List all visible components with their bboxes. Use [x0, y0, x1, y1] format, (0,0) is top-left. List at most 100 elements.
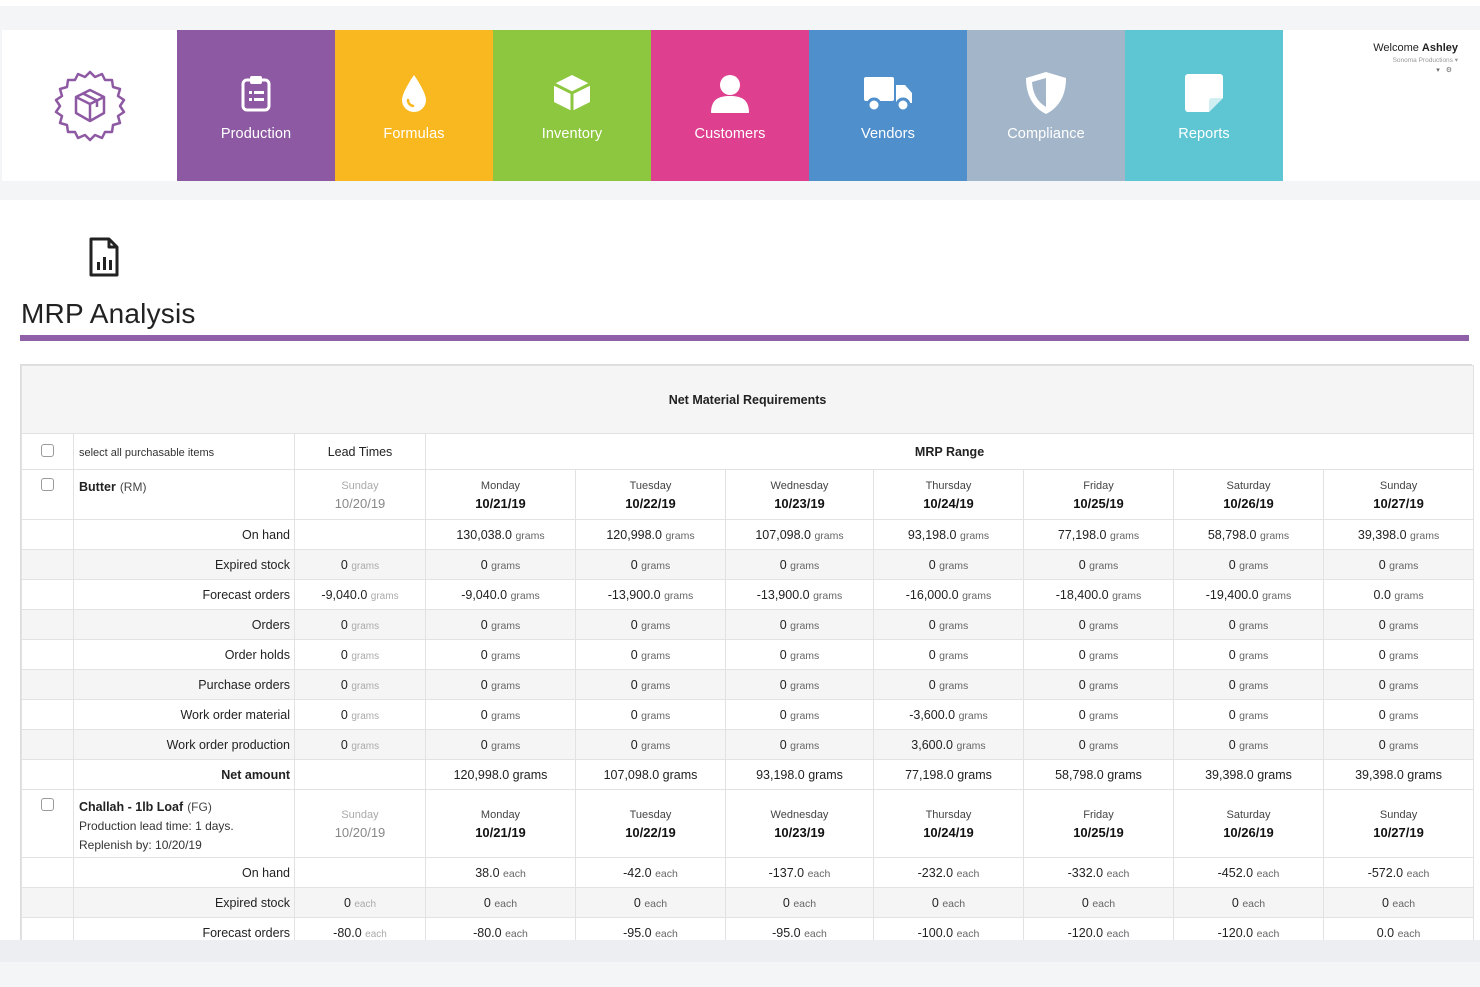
nav-tile-customers[interactable]: Customers [651, 30, 809, 181]
item-title: Challah - 1lb Loaf (FG) [79, 797, 289, 817]
bottom-strip [0, 940, 1480, 962]
select-all-checkbox-cell[interactable] [21, 433, 74, 470]
user-welcome[interactable]: Welcome Ashley Sonoma Productions ▾ ▾⚙ [1373, 42, 1458, 74]
row-spacer [21, 639, 74, 670]
nav-tile-reports[interactable]: Reports [1125, 30, 1283, 181]
unit-label: grams [1410, 529, 1440, 542]
table-cell: 0 grams [725, 639, 874, 670]
day-name: Monday [480, 808, 521, 821]
cell-value: -120.0 [1217, 925, 1254, 940]
unit-label: grams [491, 619, 521, 632]
table-cell: 0 grams [575, 639, 726, 670]
cell-value: 0 [630, 557, 638, 572]
row-spacer [21, 609, 74, 640]
unit-label: grams [1109, 529, 1140, 542]
table-cell: 0 grams [725, 549, 874, 580]
unit-label: each [1106, 927, 1130, 940]
day-header: Friday 10/25/19 [1023, 469, 1174, 520]
cell-value: 0 [1228, 677, 1236, 692]
unit-label: each [1256, 927, 1280, 940]
nav-tile-formulas[interactable]: Formulas [335, 30, 493, 181]
table-cell: 0 grams [1023, 699, 1174, 730]
settings-icon[interactable]: ⚙ [1445, 67, 1458, 74]
day-name: Thursday [925, 479, 972, 492]
unit-label: grams [1089, 559, 1119, 572]
item-checkbox-cell[interactable] [21, 469, 74, 520]
cell-value: 0 [630, 707, 638, 722]
nav-tile-production[interactable]: Production [177, 30, 335, 181]
unit-label: grams [641, 709, 671, 722]
company-logo[interactable] [2, 30, 177, 181]
unit-label: grams [1394, 589, 1424, 602]
cell-value: 0 [1381, 895, 1389, 910]
unit-label: grams [1389, 619, 1419, 632]
day-date: 10/24/19 [923, 495, 974, 511]
unit-label: grams [790, 619, 820, 632]
unit-label: each [1392, 897, 1416, 910]
cell-value: 0 [1078, 557, 1086, 572]
cell-value: 0 [931, 895, 939, 910]
nav-tile-compliance[interactable]: Compliance [967, 30, 1125, 181]
table-cell: 0 grams [1173, 639, 1324, 670]
unit-label: grams [1239, 649, 1269, 662]
lead-value: 0 grams [294, 669, 426, 700]
company-selector[interactable]: Sonoma Productions ▾ [1392, 57, 1458, 64]
cell-value: 0 [1228, 647, 1236, 662]
box-icon [552, 70, 592, 116]
table-row: Expired stock 0 each 0 each 0 each 0 each 0 e… [21, 887, 1475, 918]
item-checkbox-cell[interactable] [21, 789, 74, 858]
table-cell: 130,038.0 grams [425, 519, 576, 550]
day-name: Tuesday [629, 479, 672, 492]
unit-label: grams [1389, 739, 1419, 752]
lead-times-header: Lead Times [294, 433, 426, 470]
user-dropdown-icon[interactable]: ▾ [1436, 67, 1446, 74]
table-cell: 0 grams [575, 699, 726, 730]
day-date: 10/25/19 [1073, 824, 1124, 840]
table-cell: 0 grams [1173, 549, 1324, 580]
unit-label: grams [351, 680, 380, 692]
cell-value: -42.0 [623, 865, 652, 880]
day-name: Sunday [341, 479, 379, 492]
item-checkbox[interactable] [41, 478, 54, 491]
select-all-label: select all purchasable items [73, 433, 295, 470]
day-header: Thursday 10/24/19 [873, 469, 1024, 520]
cell-value: -572.0 [1367, 865, 1404, 880]
lead-value: 0 grams [294, 549, 426, 580]
unit-label: grams [641, 649, 671, 662]
net-amount-cell: 77,198.0 grams [873, 759, 1024, 790]
unit-label: grams [370, 590, 399, 602]
unit-label: grams [510, 589, 540, 602]
table-row: On hand 130,038.0 grams 120,998.0 grams 107… [21, 519, 1475, 550]
table-cell: -232.0 each [873, 857, 1024, 888]
unit-label: each [494, 897, 518, 910]
unit-label: grams [641, 679, 671, 692]
lead-amount: 0 [340, 557, 348, 572]
cell-value: 0 [1378, 677, 1386, 692]
lead-amount: 0 [340, 677, 348, 692]
cell-value: 0 [1078, 617, 1086, 632]
table-cell: 0 grams [1173, 669, 1324, 700]
item-name: Challah - 1lb Loaf [79, 800, 184, 814]
gear-box-logo-icon [54, 70, 125, 141]
select-all-checkbox[interactable] [41, 443, 54, 457]
cell-value: 0 [1078, 677, 1086, 692]
row-spacer [21, 579, 74, 610]
cell-value: -95.0 [623, 925, 652, 940]
cell-value: -232.0 [917, 865, 954, 880]
nav-tile-inventory[interactable]: Inventory [493, 30, 651, 181]
table-cell: -19,400.0 grams [1173, 579, 1324, 610]
unit-label: grams [1389, 679, 1419, 692]
day-header: Monday 10/21/19 [425, 469, 576, 520]
lead-value [294, 857, 426, 888]
unit-label: grams [813, 589, 843, 602]
nav-tile-vendors[interactable]: Vendors [809, 30, 967, 181]
table-cell: 0.0 grams [1322, 579, 1475, 610]
item-checkbox[interactable] [41, 798, 54, 811]
nav-tile-label: Inventory [541, 126, 603, 142]
day-header: Saturday 10/26/19 [1173, 789, 1324, 858]
unit-label: grams [814, 529, 844, 542]
row-label: Orders [73, 609, 295, 640]
table-row: Work order production 0 grams 0 grams 0 gra… [21, 729, 1475, 760]
note-icon [1183, 70, 1225, 116]
unit-label: each [807, 867, 831, 880]
